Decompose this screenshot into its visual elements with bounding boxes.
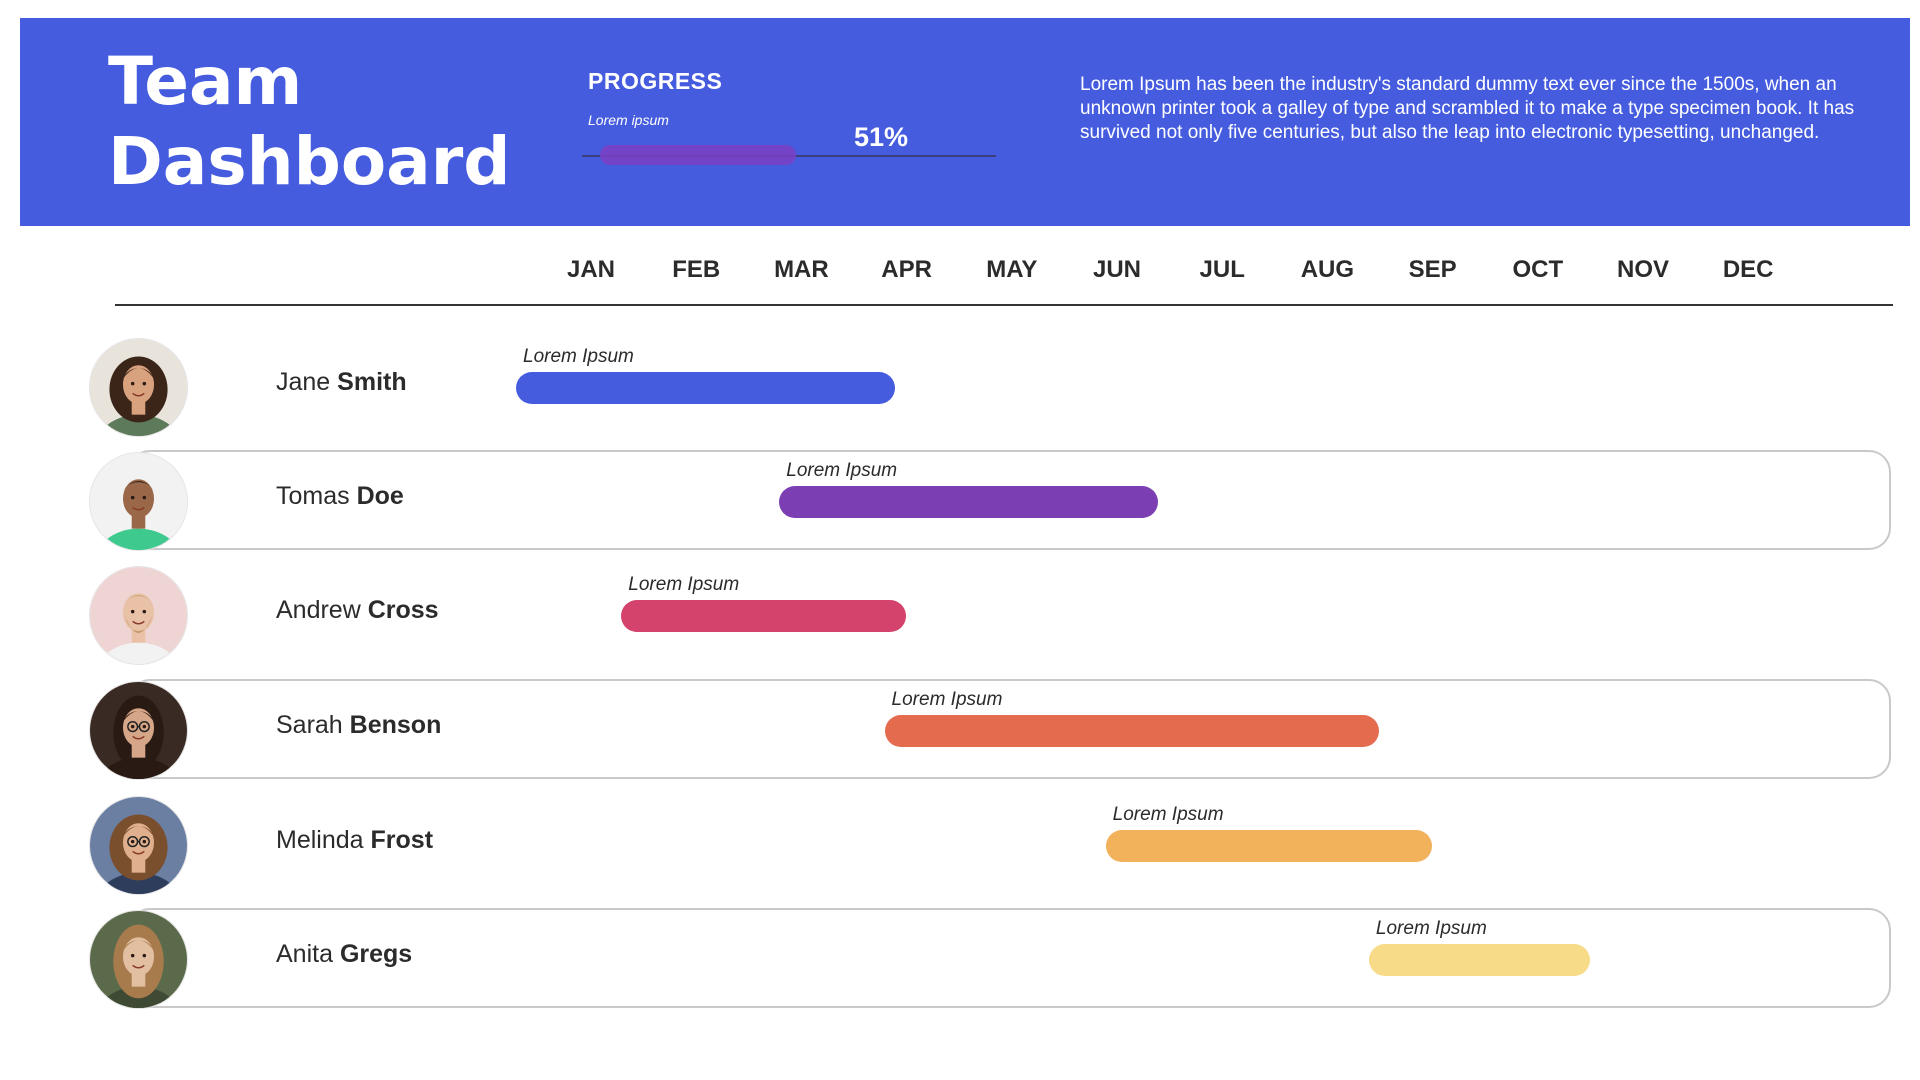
progress-fill xyxy=(600,145,796,165)
month-label-oct: OCT xyxy=(1512,256,1564,283)
man-green-shirt-avatar xyxy=(89,452,188,551)
person-first-name: Anita xyxy=(276,940,333,968)
person-first-name: Melinda xyxy=(276,826,364,854)
task-bar-label: Lorem Ipsum xyxy=(1112,804,1224,825)
person-name: Sarah Benson xyxy=(276,711,441,740)
month-label-feb: FEB xyxy=(672,256,721,283)
month-label-mar: MAR xyxy=(774,256,829,283)
person-first-name: Sarah xyxy=(276,711,343,739)
task-bar[interactable] xyxy=(621,600,906,632)
month-label-may: MAY xyxy=(986,256,1038,283)
man-beard-avatar xyxy=(89,566,188,665)
month-label-jan: JAN xyxy=(566,256,615,283)
person-name: Jane Smith xyxy=(276,368,407,397)
title-line-1: Team xyxy=(108,43,303,120)
task-bar[interactable] xyxy=(1368,944,1591,976)
woman-glasses-smiling-avatar xyxy=(89,796,188,895)
woman-long-hair-avatar xyxy=(89,910,188,1009)
timeline-axis-line xyxy=(115,304,1893,306)
person-first-name: Jane xyxy=(276,368,331,396)
person-name: Anita Gregs xyxy=(276,940,412,969)
month-label-jun: JUN xyxy=(1092,256,1141,283)
person-last-name: Smith xyxy=(337,368,407,396)
task-bar[interactable] xyxy=(884,715,1380,747)
person-name: Melinda Frost xyxy=(276,826,433,855)
person-last-name: Frost xyxy=(370,826,434,854)
month-label-apr: APR xyxy=(881,256,932,283)
task-bar[interactable] xyxy=(516,372,896,404)
month-label-dec: DEC xyxy=(1722,256,1774,283)
person-last-name: Gregs xyxy=(339,940,413,968)
month-label-sep: SEP xyxy=(1408,256,1457,283)
title-line-2: Dashboard xyxy=(108,123,511,200)
progress-value: 51% xyxy=(854,122,909,152)
person-first-name: Andrew xyxy=(276,596,361,624)
person-name: Tomas Doe xyxy=(276,482,404,511)
task-bar-label: Lorem Ipsum xyxy=(891,689,1003,710)
month-label-nov: NOV xyxy=(1616,256,1669,283)
task-bar-label: Lorem Ipsum xyxy=(523,346,634,367)
person-name: Andrew Cross xyxy=(276,596,439,625)
task-bar-label: Lorem Ipsum xyxy=(786,460,898,481)
person-first-name: Tomas xyxy=(276,482,350,510)
progress-caption: Lorem ipsum xyxy=(588,112,669,128)
woman-curly-hair-avatar xyxy=(89,338,188,437)
woman-glasses-avatar xyxy=(89,681,188,780)
task-bar-label: Lorem Ipsum xyxy=(1375,918,1487,939)
task-bar[interactable] xyxy=(1105,830,1433,862)
task-bar[interactable] xyxy=(779,486,1159,518)
header-banner: Team Dashboard PROGRESS Lorem ipsum 51% … xyxy=(20,18,1910,226)
progress-heading: PROGRESS xyxy=(588,68,723,94)
person-last-name: Benson xyxy=(349,711,442,739)
page-title: Team Dashboard xyxy=(108,42,511,202)
month-label-jul: JUL xyxy=(1199,256,1245,283)
task-bar-label: Lorem Ipsum xyxy=(628,574,740,595)
month-label-aug: AUG xyxy=(1300,256,1355,283)
header-description: Lorem Ipsum has been the industry's stan… xyxy=(1080,74,1855,143)
person-last-name: Doe xyxy=(356,482,404,510)
person-last-name: Cross xyxy=(367,596,439,624)
